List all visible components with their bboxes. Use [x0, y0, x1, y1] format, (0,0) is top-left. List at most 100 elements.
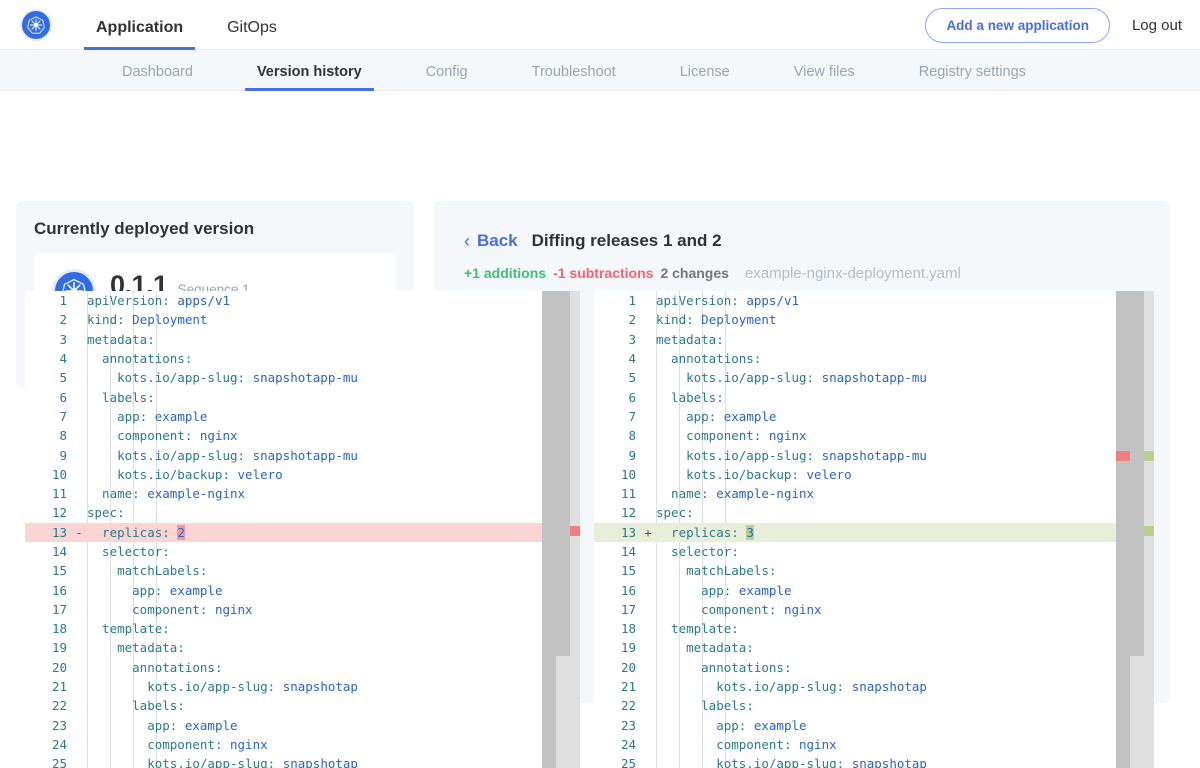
tab-troubleshoot[interactable]: Troubleshoot: [531, 63, 616, 80]
code-text: kots.io/app-slug: snapshotapp-mu: [656, 447, 927, 463]
line-number: 24: [620, 736, 636, 752]
line-number: 16: [620, 582, 636, 598]
line-number: 17: [620, 601, 636, 617]
code-text: metadata:: [656, 640, 754, 656]
line-number: 4: [628, 351, 636, 367]
line-number: 22: [51, 698, 67, 714]
line-number: 19: [51, 640, 67, 656]
tab-dashboard[interactable]: Dashboard: [122, 63, 193, 80]
code-text: labels:: [87, 389, 155, 405]
code-line: 18 template:: [594, 619, 1154, 638]
line-number: 20: [51, 659, 67, 675]
code-text: kind: Deployment: [656, 312, 777, 328]
scrollbar-thumb-right[interactable]: [1130, 291, 1144, 656]
line-number: 11: [620, 486, 636, 502]
diff-header: ‹ Back Diffing releases 1 and 2: [434, 201, 1170, 251]
line-number: 13: [620, 524, 636, 540]
line-number: 1: [628, 293, 636, 309]
logout-link[interactable]: Log out: [1131, 16, 1182, 34]
code-text: labels:: [656, 698, 754, 714]
top-header-bar: Application GitOps Add a new application…: [0, 0, 1200, 50]
code-line: 4 annotations:: [594, 349, 1154, 368]
code-line: 21 kots.io/app-slug: snapshotap: [594, 677, 1154, 696]
diff-subtractions-count: -1 subtractions: [553, 265, 654, 281]
code-line: 22 labels:: [594, 696, 1154, 715]
code-text: metadata:: [87, 640, 185, 656]
code-text: kots.io/app-slug: snapshotapp-mu: [87, 447, 358, 463]
code-line: 14 selector:: [594, 542, 1154, 561]
code-text: template:: [656, 621, 739, 637]
code-line: 20 annotations:: [594, 658, 1154, 677]
diff-stats: +1 additions -1 subtractions 2 changes e…: [434, 251, 1170, 282]
code-line: 19 metadata:: [25, 638, 580, 657]
tab-config[interactable]: Config: [425, 63, 468, 80]
code-line: 11 name: example-nginx: [594, 484, 1154, 503]
primary-nav: Application GitOps: [83, 0, 317, 50]
code-line: 13 + replicas: 3: [594, 522, 1154, 542]
line-number: 2: [628, 312, 636, 328]
code-text: annotations:: [87, 659, 223, 675]
back-button[interactable]: ‹ Back: [464, 231, 518, 251]
code-line: 14 selector:: [25, 542, 580, 561]
line-number: 3: [628, 331, 636, 347]
code-line: 25 kots.io/app-slug: snapshotap: [25, 754, 580, 768]
card-title: Currently deployed version: [34, 219, 255, 238]
code-text: annotations:: [656, 659, 792, 675]
line-number: 18: [51, 621, 67, 637]
code-text: template:: [87, 621, 170, 637]
code-line: 17 component: nginx: [594, 600, 1154, 619]
line-number: 19: [620, 640, 636, 656]
code-text: annotations:: [87, 351, 193, 367]
line-number: 10: [620, 466, 636, 482]
code-text: labels:: [656, 389, 724, 405]
code-line: 23 app: example: [25, 716, 580, 735]
code-text: replicas: 3: [656, 524, 754, 540]
code-line: 2 kind: Deployment: [594, 310, 1154, 329]
app-logo[interactable]: [20, 8, 52, 41]
tab-license[interactable]: License: [679, 63, 730, 80]
nav-item-gitops[interactable]: GitOps: [227, 18, 277, 36]
page-body: Currently deployed version: [0, 91, 1200, 768]
code-text: matchLabels:: [656, 563, 777, 579]
diff-minimap-left: [542, 291, 556, 768]
code-lines-right[interactable]: 1 apiVersion: apps/v1 2 kind: Deployment 3 me…: [594, 291, 1154, 768]
line-number: 20: [620, 659, 636, 675]
line-number: 6: [628, 389, 636, 405]
line-number: 3: [59, 331, 67, 347]
code-text: app: example: [87, 582, 223, 598]
line-number: 15: [620, 563, 636, 579]
code-line: 6 labels:: [594, 387, 1154, 406]
tab-registry-settings[interactable]: Registry settings: [918, 63, 1026, 80]
code-line: 18 template:: [25, 619, 580, 638]
code-line: 1 apiVersion: apps/v1: [25, 291, 580, 310]
code-text: app: example: [87, 408, 208, 424]
tab-version-history[interactable]: Version history: [244, 64, 374, 91]
code-text: kots.io/app-slug: snapshotapp-mu: [87, 370, 358, 386]
code-text: kots.io/app-slug: snapshotap: [87, 756, 358, 768]
code-text: kots.io/app-slug: snapshotap: [656, 679, 927, 695]
code-text: component: nginx: [656, 428, 807, 444]
code-line: 5 kots.io/app-slug: snapshotapp-mu: [25, 368, 580, 387]
code-lines-left[interactable]: 1 apiVersion: apps/v1 2 kind: Deployment 3 me…: [25, 291, 580, 768]
line-number: 11: [51, 486, 67, 502]
scrollbar-marker-addition: [1140, 451, 1154, 461]
nav-item-application[interactable]: Application: [83, 19, 196, 50]
code-text: name: example-nginx: [656, 486, 815, 502]
code-line: 3 metadata:: [25, 330, 580, 349]
code-text: component: nginx: [656, 601, 822, 617]
code-line: 6 labels:: [25, 387, 580, 406]
add-new-application-button[interactable]: Add a new application: [925, 7, 1110, 43]
diff-title: Diffing releases 1 and 2: [531, 231, 722, 250]
line-number: 4: [59, 351, 67, 367]
code-text: spec:: [656, 505, 694, 521]
scrollbar-thumb-left[interactable]: [556, 291, 570, 656]
line-number: 8: [59, 428, 67, 444]
tab-view-files[interactable]: View files: [793, 63, 855, 80]
line-number: 6: [59, 389, 67, 405]
code-line: 11 name: example-nginx: [25, 484, 580, 503]
code-line: 15 matchLabels:: [25, 561, 580, 580]
code-text: kots.io/backup: velero: [656, 466, 852, 482]
code-text: metadata:: [87, 331, 155, 347]
line-number: 21: [51, 679, 67, 695]
code-text: name: example-nginx: [87, 486, 246, 502]
